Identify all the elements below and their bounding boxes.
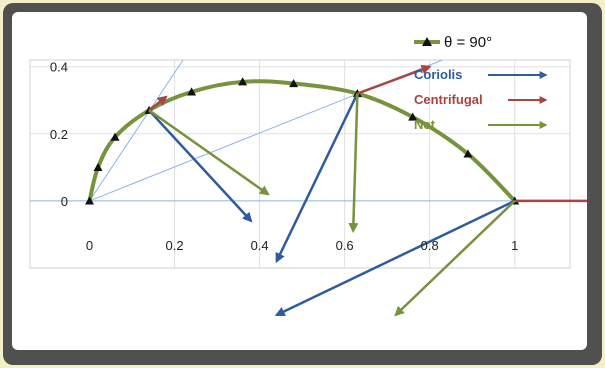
chart-panel: 0 0.2 0.4 0.6 0.8 1 0 0.2 0.4 θ = 90° Coriolis Cen… xyxy=(12,12,587,350)
x-tick-label-0.6: 0.6 xyxy=(336,238,354,253)
legend-series-name: θ = 90° xyxy=(444,34,492,51)
legend-label-centrifugal: Centrifugal xyxy=(414,92,483,107)
x-tick-label-0.4: 0.4 xyxy=(251,238,269,253)
coriolis-vector-1 xyxy=(148,109,253,223)
chart-svg: 0 0.2 0.4 0.6 0.8 1 0 0.2 0.4 θ = 90° Coriolis Cen… xyxy=(29,34,587,317)
data-point-5 xyxy=(238,77,248,86)
coriolis-vector-7 xyxy=(274,199,516,317)
centrifugal-vector-3 xyxy=(356,64,432,95)
plot-area xyxy=(29,59,571,269)
y-tick-label-0: 0 xyxy=(61,194,68,209)
data-point-8 xyxy=(408,112,418,121)
net-vector-8 xyxy=(394,200,516,317)
x-tick-label-0.8: 0.8 xyxy=(421,238,439,253)
data-point-1 xyxy=(93,162,103,171)
net-vector-2 xyxy=(148,109,270,196)
data-point-2 xyxy=(110,132,120,141)
data-point-6 xyxy=(289,78,299,88)
data-point-9 xyxy=(463,149,473,158)
guide-line-0 xyxy=(89,59,184,202)
data-point-4 xyxy=(187,87,197,96)
legend-series-marker xyxy=(422,37,432,46)
data-point-0 xyxy=(85,196,95,205)
legend-label-coriolis: Coriolis xyxy=(414,67,462,82)
net-vector-5 xyxy=(348,93,359,234)
y-tick-label-0.2: 0.2 xyxy=(50,127,68,142)
centrifugal-vector-0 xyxy=(148,95,168,112)
legend-label-net: Net xyxy=(414,117,436,132)
x-tick-label-1: 1 xyxy=(511,238,518,253)
series-line xyxy=(87,79,517,203)
x-tick-label-0.2: 0.2 xyxy=(166,238,184,253)
coriolis-vector-4 xyxy=(275,93,359,264)
y-tick-label-0.4: 0.4 xyxy=(50,60,68,75)
x-tick-label-0: 0 xyxy=(86,238,93,253)
